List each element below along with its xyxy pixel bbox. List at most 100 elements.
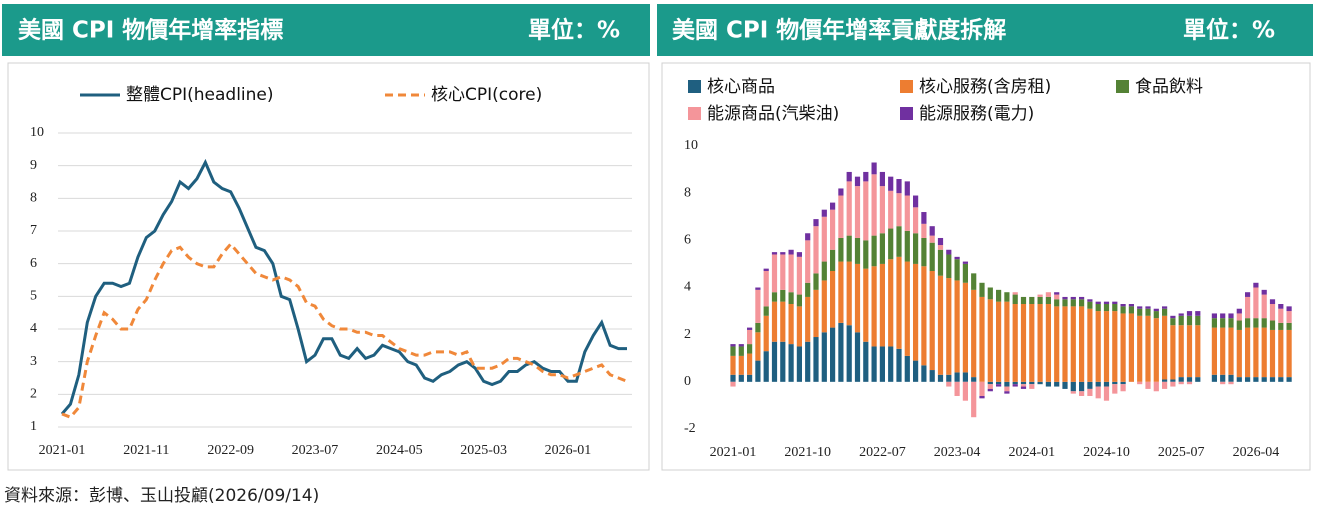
bar-segment — [954, 259, 960, 281]
chart-title: 美國 CPI 物價年增率指標 — [18, 17, 283, 44]
bar-segment — [1128, 313, 1134, 382]
bar-segment — [788, 249, 794, 255]
bar-segment — [1269, 377, 1276, 382]
bar-segment — [904, 355, 910, 382]
bar-segment — [1145, 315, 1151, 382]
bar-segment — [1112, 304, 1118, 312]
bar-segment — [1103, 301, 1110, 305]
bar-segment — [1170, 318, 1176, 326]
bar-segment — [1062, 381, 1068, 389]
bar-segment — [962, 372, 968, 382]
bar-segment — [854, 176, 861, 187]
bar-segment — [1186, 381, 1193, 385]
bar-segment — [937, 275, 944, 375]
y-tick-label: 3 — [30, 354, 37, 369]
y-tick-label: 9 — [30, 158, 37, 173]
bar-segment — [1095, 304, 1101, 312]
bar-segment — [780, 341, 786, 382]
bar-segment — [1286, 311, 1292, 323]
bar-segment — [987, 299, 993, 382]
bar-segment — [929, 242, 935, 271]
bar-segment — [1103, 381, 1110, 387]
bar-segment — [913, 207, 919, 234]
bar-segment — [921, 223, 927, 238]
bar-segment — [821, 209, 827, 217]
bar-segment — [1004, 381, 1010, 387]
bar-segment — [896, 256, 902, 349]
bar-segment — [805, 341, 811, 382]
bar-segment — [1178, 313, 1184, 316]
bar-segment — [1137, 381, 1143, 385]
bar-segment — [904, 261, 910, 356]
bar-segment — [1070, 381, 1076, 392]
bar-segment — [1220, 318, 1226, 328]
bar-segment — [1079, 306, 1085, 382]
legend-label: 整體CPI(headline) — [126, 85, 274, 105]
bar-segment — [1245, 318, 1251, 328]
y-tick-label: 8 — [30, 191, 37, 206]
bar-segment — [838, 188, 844, 196]
bar-segment — [1054, 294, 1060, 300]
bar-segment — [1037, 294, 1043, 297]
x-tick-label: 2022-09 — [207, 443, 254, 458]
bar-segment — [1220, 327, 1226, 375]
bar-segment — [1220, 374, 1226, 382]
bar-segment — [821, 280, 827, 333]
bar-segment — [838, 261, 844, 323]
bar-segment — [996, 384, 1002, 387]
bar-segment — [913, 195, 919, 208]
unit-label: 單位：% — [1183, 17, 1275, 44]
bar-segment — [788, 344, 794, 382]
y-tick-label: 2 — [684, 327, 691, 342]
bar-segment — [1087, 381, 1093, 389]
bar-segment — [1020, 296, 1027, 305]
panel-frame — [661, 62, 1311, 471]
bar-segment — [805, 240, 811, 283]
bar-segment — [763, 306, 769, 316]
bar-segment — [962, 261, 968, 264]
bar-segment — [946, 278, 952, 375]
bar-segment — [1228, 327, 1234, 375]
bar-segment — [1128, 306, 1134, 314]
bar-segment — [979, 282, 985, 297]
bar-segment — [1070, 296, 1076, 300]
bar-segment — [921, 237, 927, 267]
bar-segment — [738, 355, 744, 375]
bar-segment — [1253, 318, 1259, 328]
bar-segment — [854, 186, 861, 238]
bar-segment — [796, 294, 802, 307]
bar-segment — [1095, 301, 1101, 305]
bar-segment — [1079, 299, 1085, 307]
bar-segment — [937, 237, 944, 246]
bar-segment — [1079, 391, 1085, 396]
x-tick-label: 2021-10 — [784, 445, 831, 460]
bar-segment — [771, 254, 778, 293]
bar-segment — [1145, 381, 1151, 389]
bar-segment — [1045, 296, 1051, 305]
bar-segment — [763, 351, 769, 382]
bar-segment — [1286, 306, 1292, 312]
bar-segment — [1186, 325, 1193, 378]
bar-segment — [929, 270, 935, 371]
bar-segment — [780, 301, 786, 342]
bar-segment — [962, 282, 968, 373]
source-note: 資料來源：彭博、玉山投顧(2026/09/14) — [4, 486, 319, 506]
bar-segment — [1145, 308, 1151, 316]
bar-segment — [1261, 327, 1267, 378]
bar-segment — [1261, 318, 1267, 328]
bar-segment — [730, 374, 736, 382]
bar-segment — [1087, 308, 1093, 382]
bar-segment — [971, 381, 977, 418]
bar-segment — [771, 301, 778, 342]
bar-segment — [996, 289, 1002, 302]
bar-segment — [971, 289, 977, 378]
bar-segment — [1253, 287, 1259, 319]
y-tick-label: 4 — [684, 280, 691, 295]
bar-segment — [1253, 327, 1259, 378]
bar-segment — [971, 273, 977, 290]
bar-segment — [771, 252, 778, 255]
bar-segment — [1004, 292, 1010, 302]
bar-segment — [979, 381, 985, 396]
bar-segment — [821, 261, 827, 281]
